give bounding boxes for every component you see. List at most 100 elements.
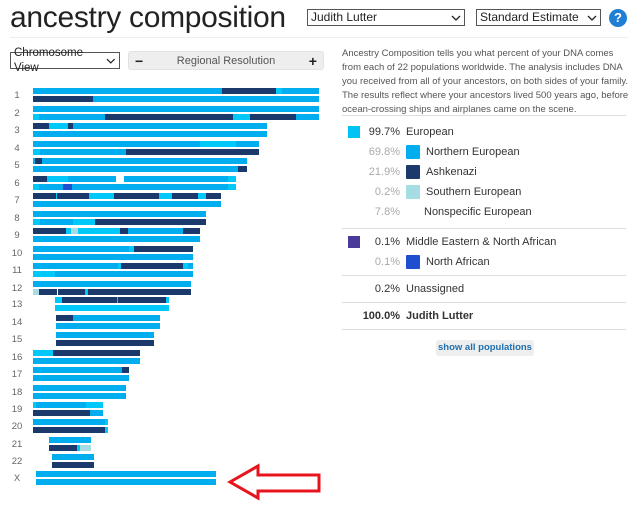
ancestry-segment	[221, 88, 277, 94]
divider	[342, 275, 626, 276]
ancestry-segment	[121, 263, 184, 269]
ancestry-segment	[33, 219, 40, 225]
chromosome-label: 16	[11, 352, 23, 363]
chromosome-3[interactable]: 3	[0, 123, 335, 139]
chromosome-strand	[33, 254, 193, 260]
regional-resolution-control: − Regional Resolution +	[128, 51, 324, 70]
population-row-european[interactable]: 99.7% European	[342, 122, 626, 142]
ancestry-segment	[125, 149, 259, 155]
chromosome-20[interactable]: 20	[0, 419, 335, 435]
ancestry-segment	[116, 176, 125, 182]
chromosome-15[interactable]: 15	[0, 332, 335, 348]
ancestry-segment	[33, 166, 239, 172]
chromosome-9[interactable]: 9	[0, 228, 335, 244]
divider	[342, 228, 626, 229]
chromosome-strand	[33, 219, 206, 225]
chromosome-X[interactable]: X	[0, 471, 335, 487]
chromosome-19[interactable]: 19	[0, 402, 335, 418]
chromosome-label: 21	[11, 439, 23, 450]
chromosome-12[interactable]: 12	[0, 281, 335, 297]
estimate-select[interactable]: Standard Estimate	[476, 9, 601, 26]
ancestry-segment	[33, 289, 40, 295]
ancestry-segment	[33, 271, 56, 277]
person-select[interactable]: Judith Lutter	[307, 9, 465, 26]
chromosome-5[interactable]: 5	[0, 158, 335, 174]
ancestry-segment	[33, 131, 267, 137]
european-swatch-icon	[348, 126, 360, 138]
ancestry-segment	[68, 123, 73, 129]
chromosome-4[interactable]: 4	[0, 141, 335, 157]
chevron-down-icon	[106, 58, 116, 64]
population-row-north-african[interactable]: 0.1% North African	[374, 255, 490, 269]
ancestry-segment	[104, 114, 234, 120]
ancestry-segment	[41, 158, 247, 164]
chromosome-1[interactable]: 1	[0, 88, 335, 104]
chromosome-22[interactable]: 22	[0, 454, 335, 470]
chromosome-7[interactable]: 7	[0, 193, 335, 209]
chromosome-strand	[33, 246, 193, 252]
chromosome-strand	[33, 176, 236, 182]
ancestry-segment	[78, 228, 120, 234]
ancestry-segment	[33, 88, 222, 94]
chromosome-strand	[33, 96, 319, 102]
divider	[342, 329, 626, 330]
ancestry-segment	[72, 219, 96, 225]
chromosome-strand	[33, 236, 200, 242]
chromosome-label: 4	[14, 143, 20, 154]
ancestry-segment	[33, 246, 129, 252]
ancestry-segment	[49, 123, 69, 129]
ancestry-segment	[296, 114, 319, 120]
ancestry-segment	[55, 297, 62, 303]
chromosome-strand	[33, 402, 103, 408]
ancestry-segment	[233, 114, 251, 120]
chromosome-13[interactable]: 13	[0, 297, 335, 313]
ancestry-segment	[77, 445, 81, 451]
view-select-value: Chromosome View	[14, 46, 84, 74]
ancestry-segment	[53, 350, 140, 356]
population-row-nonspecific-european[interactable]: 7.8% Nonspecific European	[374, 206, 532, 218]
ancestry-segment	[55, 305, 169, 311]
ancestry-segment	[39, 149, 126, 155]
ancestry-segment	[113, 193, 159, 199]
chromosome-10[interactable]: 10	[0, 246, 335, 262]
view-select[interactable]: Chromosome View	[10, 47, 120, 74]
chromosome-strand	[52, 454, 94, 460]
chromosome-strand	[33, 106, 319, 112]
ancestry-segment	[129, 246, 134, 252]
ancestry-segment	[56, 323, 160, 329]
chromosome-2[interactable]: 2	[0, 106, 335, 122]
chromosome-18[interactable]: 18	[0, 385, 335, 401]
estimate-select-value: Standard Estimate	[480, 10, 579, 24]
ancestry-segment	[33, 114, 39, 120]
chromosome-14[interactable]: 14	[0, 315, 335, 331]
ancestry-segment	[33, 367, 123, 373]
help-icon[interactable]: ?	[609, 9, 627, 27]
chromosome-21[interactable]: 21	[0, 437, 335, 453]
show-all-populations-button[interactable]: show all populations	[436, 340, 534, 356]
resolution-decrease-button[interactable]: −	[135, 52, 144, 69]
ancestry-segment	[33, 358, 140, 364]
ashkenazi-swatch-icon	[406, 165, 420, 179]
chromosome-16[interactable]: 16	[0, 350, 335, 366]
description-text: Ancestry Composition tells you what perc…	[342, 48, 629, 115]
chromosome-6[interactable]: 6	[0, 176, 335, 192]
chromosome-strand	[36, 471, 216, 477]
chromosome-11[interactable]: 11	[0, 263, 335, 279]
population-row-ashkenazi[interactable]: 21.9% Ashkenazi	[368, 165, 477, 179]
population-row-northern-european[interactable]: 69.8% Northern European	[368, 145, 520, 159]
chromosome-label: 7	[14, 195, 20, 206]
chromosome-strand	[33, 114, 319, 120]
chromosome-label: 5	[14, 160, 20, 171]
ancestry-segment	[165, 297, 169, 303]
population-row-middle-eastern[interactable]: 0.1% Middle Eastern & North African	[342, 232, 626, 252]
chromosome-strand	[55, 305, 169, 311]
resolution-increase-button[interactable]: +	[308, 52, 317, 69]
population-row-southern-european[interactable]: 0.2% Southern European	[374, 185, 522, 199]
ancestry-segment	[63, 184, 72, 190]
ancestry-segment	[55, 193, 58, 199]
chromosome-17[interactable]: 17	[0, 367, 335, 383]
chromosome-label: 17	[11, 369, 23, 380]
ancestry-segment	[33, 123, 50, 129]
ancestry-segment	[93, 96, 319, 102]
chromosome-8[interactable]: 8	[0, 211, 335, 227]
